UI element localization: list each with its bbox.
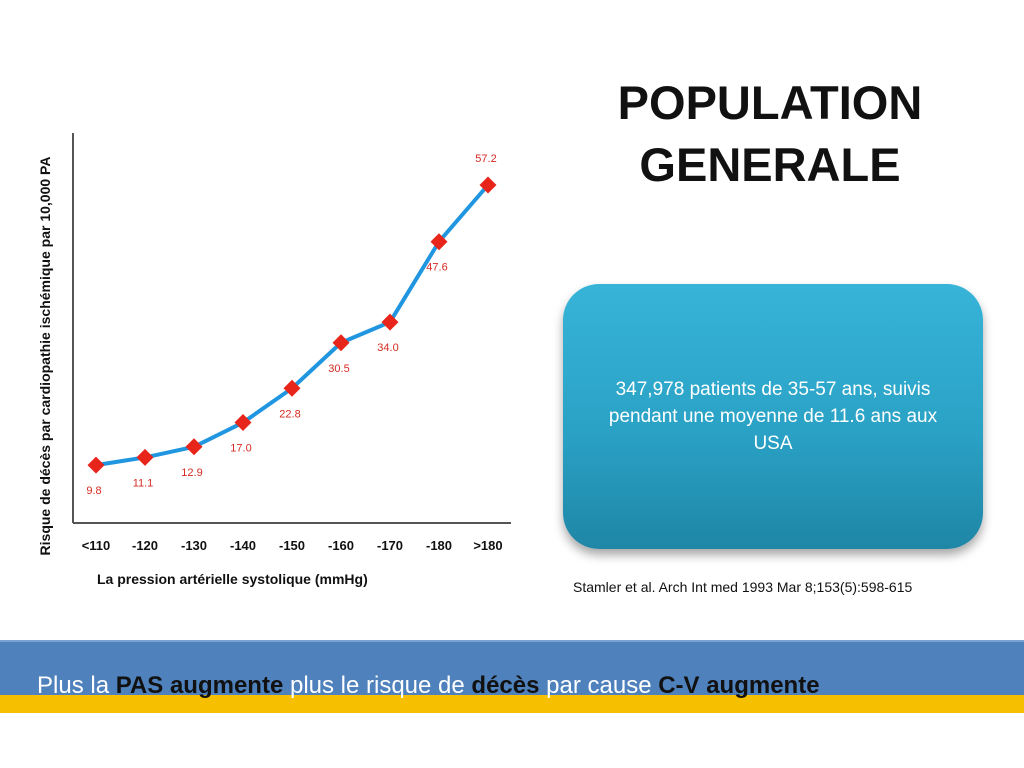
x-tick-label: -170: [377, 538, 403, 553]
x-tick-label: <110: [82, 538, 111, 553]
data-label: 9.8: [86, 485, 101, 497]
x-tick-label: -130: [181, 538, 207, 553]
info-box-text: 347,978 patients de 35-57 ans, suivis pe…: [608, 379, 938, 454]
footer-bold-pas-augmente: PAS augmente: [115, 672, 284, 699]
x-tick-label: -180: [426, 538, 452, 553]
x-tick-label: -140: [230, 538, 256, 553]
info-box: 347,978 patients de 35-57 ans, suivis pe…: [563, 284, 983, 549]
data-label: 34.0: [377, 342, 398, 354]
y-axis-label: Risque de décès par cardiopathie ischémi…: [37, 156, 53, 556]
data-point-marker: [381, 313, 399, 331]
slide-title-line-1: POPULATION: [617, 76, 923, 129]
footer-text-part-3: par cause: [539, 672, 659, 699]
chart: 9.8 <110 11.1 -120 12.9 -130 17.0 -140 22.8 -150 3…: [72, 133, 511, 553]
x-tick-label: >180: [473, 538, 502, 553]
data-point-marker: [234, 414, 252, 432]
footer-bold-deces: décès: [471, 672, 540, 699]
data-point-marker: [283, 379, 301, 397]
footer-band: [0, 640, 1024, 713]
data-label: 17.0: [230, 443, 251, 455]
x-tick-label: -150: [279, 538, 305, 553]
footer-bold-cv-augmente: C-V augmente: [658, 672, 820, 699]
x-axis-label: La pression artérielle systolique (mmHg): [97, 571, 368, 587]
data-label: 22.8: [279, 408, 300, 420]
footer-message: Plus la PAS augmente plus le risque de d…: [37, 672, 820, 700]
data-label: 12.9: [181, 467, 202, 479]
x-tick-label: -160: [328, 538, 354, 553]
data-label: 30.5: [328, 363, 349, 375]
data-point-marker: [185, 438, 203, 456]
citation: Stamler et al. Arch Int med 1993 Mar 8;1…: [573, 579, 913, 595]
series-line: [94, 183, 490, 468]
footer-text-part-1: Plus la: [37, 672, 116, 699]
data-point-marker: [430, 233, 448, 251]
data-point-marker: [479, 176, 497, 194]
x-tick-label: -120: [132, 538, 158, 553]
data-point-marker: [332, 334, 350, 352]
footer-accent-stripe: [0, 695, 1024, 713]
data-label: 47.6: [426, 262, 447, 274]
data-point-marker: [136, 448, 154, 466]
footer-text-part-2: plus le risque de: [283, 672, 472, 699]
slide-title-line-2: GENERALE: [639, 138, 901, 191]
data-point-marker: [87, 456, 105, 474]
footer-top-stripe: [0, 640, 1024, 642]
slide-title: POPULATION GENERALE: [560, 72, 980, 196]
data-label: 11.1: [133, 477, 154, 489]
data-label: 57.2: [475, 153, 496, 165]
